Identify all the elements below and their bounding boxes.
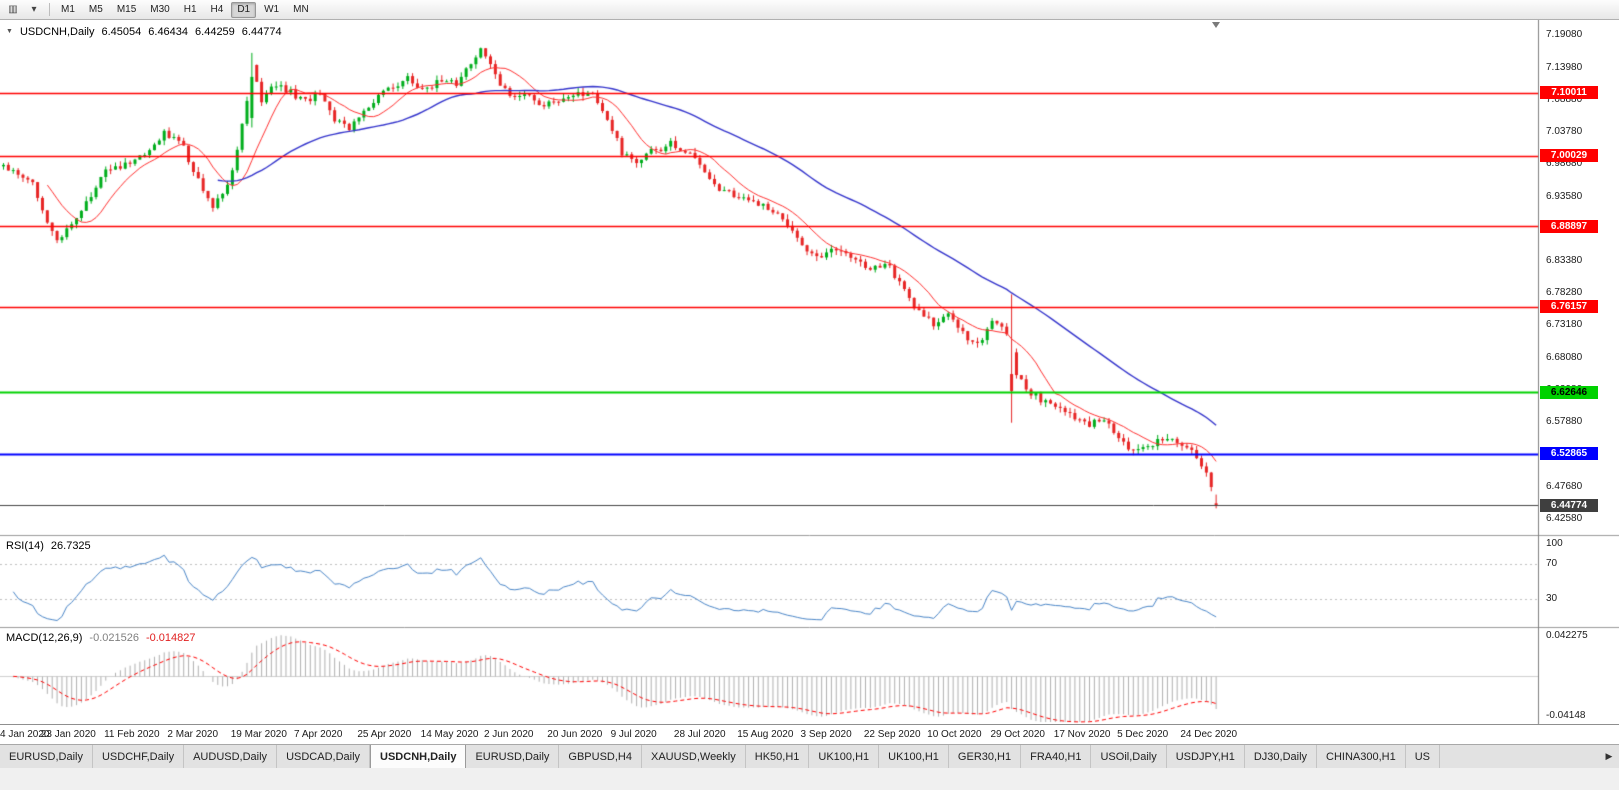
chart-tab-6[interactable]: GBPUSD,H4	[559, 745, 642, 768]
date-tick-label: 24 Dec 2020	[1180, 729, 1238, 740]
bottom-filler	[0, 768, 1619, 790]
date-tick-label: 25 Apr 2020	[357, 729, 412, 740]
timeframe-button-H1[interactable]: H1	[183, 4, 197, 15]
timeframe-button-H4[interactable]: H4	[210, 4, 224, 15]
date-tick-label: 7 Apr 2020	[294, 729, 343, 740]
chart-tab-12[interactable]: FRA40,H1	[1021, 745, 1092, 768]
date-tick-label: 10 Oct 2020	[927, 729, 982, 740]
chart-tab-2[interactable]: AUDUSD,Daily	[184, 745, 278, 768]
date-tick-label: 3 Sep 2020	[800, 729, 852, 740]
dropdown-caret-icon[interactable]: ▾	[31, 4, 37, 15]
date-tick-label: 2 Jun 2020	[483, 729, 534, 740]
date-tick-label: 5 Dec 2020	[1117, 729, 1169, 740]
chart-tab-bar: EURUSD,Daily USDCHF,Daily AUDUSD,Daily USDC…	[0, 744, 1619, 768]
timeframe-toolbar: ▥ ▾ M1 M5 M15 M30 H1 H4 D1 W1 MN	[0, 0, 1619, 20]
chart-canvas[interactable]	[0, 20, 1619, 724]
date-tick-label: 11 Feb 2020	[104, 729, 160, 740]
timeframe-button-M5[interactable]: M5	[88, 4, 103, 15]
date-tick-label: 20 Jun 2020	[547, 729, 603, 740]
date-tick-label: 23 Jan 2020	[40, 729, 96, 740]
date-tick-label: 4 Jan 2020	[0, 729, 50, 740]
chart-tab-14[interactable]: USDJPY,H1	[1166, 745, 1245, 768]
date-tick-label: 19 Mar 2020	[230, 729, 287, 740]
price-scale[interactable]	[1539, 20, 1619, 724]
timeframe-button-M15[interactable]: M15	[116, 4, 137, 15]
date-axis[interactable]: 4 Jan 2020 23 Jan 2020 11 Feb 2020 2 Mar 20…	[0, 724, 1619, 744]
tab-scroll-right-button[interactable]: ▶	[1599, 744, 1619, 768]
chart-window-icon[interactable]: ▥	[8, 4, 18, 15]
chart-tab-7[interactable]: XAUUSD,Weekly	[641, 745, 746, 768]
chart-tab-10[interactable]: UK100,H1	[879, 745, 949, 768]
date-tick-label: 9 Jul 2020	[610, 729, 657, 740]
chart-tab-5[interactable]: EURUSD,Daily	[466, 745, 560, 768]
chart-tab-3[interactable]: USDCAD,Daily	[277, 745, 371, 768]
date-tick-label: 17 Nov 2020	[1053, 729, 1111, 740]
chart-shift-marker-icon[interactable]	[1212, 22, 1220, 28]
chart-tab-4[interactable]: USDCNH,Daily	[370, 745, 467, 768]
timeframe-button-M30[interactable]: M30	[150, 4, 170, 15]
date-tick-label: 2 Mar 2020	[167, 729, 219, 740]
date-tick-label: 14 May 2020	[420, 729, 479, 740]
date-tick-label: 29 Oct 2020	[990, 729, 1045, 740]
date-tick-label: 28 Jul 2020	[673, 729, 726, 740]
toolbar-separator	[49, 3, 50, 16]
timeframe-button-W1[interactable]: W1	[264, 4, 280, 15]
timeframe-button-MN[interactable]: MN	[293, 4, 309, 15]
chart-tab-16[interactable]: CHINA300,H1	[1317, 745, 1406, 768]
chart-tab-0[interactable]: EURUSD,Daily	[0, 745, 93, 768]
chart-tab-11[interactable]: GER30,H1	[948, 745, 1022, 768]
date-tick-label: 15 Aug 2020	[737, 729, 794, 740]
chart-tab-9[interactable]: UK100,H1	[809, 745, 880, 768]
chart-tab-8[interactable]: HK50,H1	[745, 745, 810, 768]
timeframe-buttons: M1 M5 M15 M30 H1 H4 D1 W1 MN	[55, 1, 315, 18]
timeframe-button-M1[interactable]: M1	[61, 4, 75, 15]
chart-tab-1[interactable]: USDCHF,Daily	[92, 745, 185, 768]
chart-tab-15[interactable]: DJ30,Daily	[1244, 745, 1318, 768]
timeframe-button-D1[interactable]: D1	[231, 1, 257, 18]
chart-tab-17[interactable]: US	[1405, 745, 1440, 768]
date-tick-label: 22 Sep 2020	[863, 729, 921, 740]
chart-tab-13[interactable]: USOil,Daily	[1091, 745, 1167, 768]
